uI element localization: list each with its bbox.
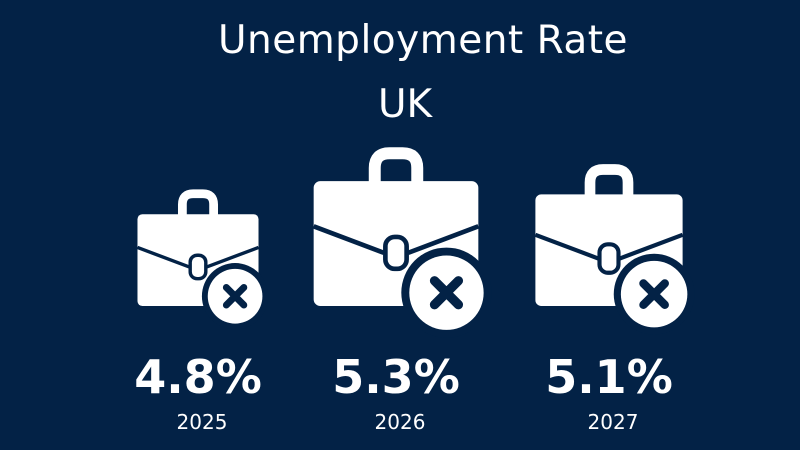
- value-label: 5.3%: [332, 350, 460, 404]
- briefcase-x-icon-1: [312, 147, 492, 338]
- briefcase-x-icon-2: [534, 164, 695, 335]
- chart-subtitle: UK: [377, 82, 433, 127]
- value-label: 5.1%: [545, 350, 673, 404]
- chart-title: Unemployment Rate: [217, 18, 629, 63]
- year-label: 2026: [375, 410, 426, 434]
- year-label: 2025: [177, 410, 228, 434]
- briefcase-x-icon-0: [136, 189, 269, 330]
- value-label: 4.8%: [134, 350, 262, 404]
- year-label: 2027: [588, 410, 639, 434]
